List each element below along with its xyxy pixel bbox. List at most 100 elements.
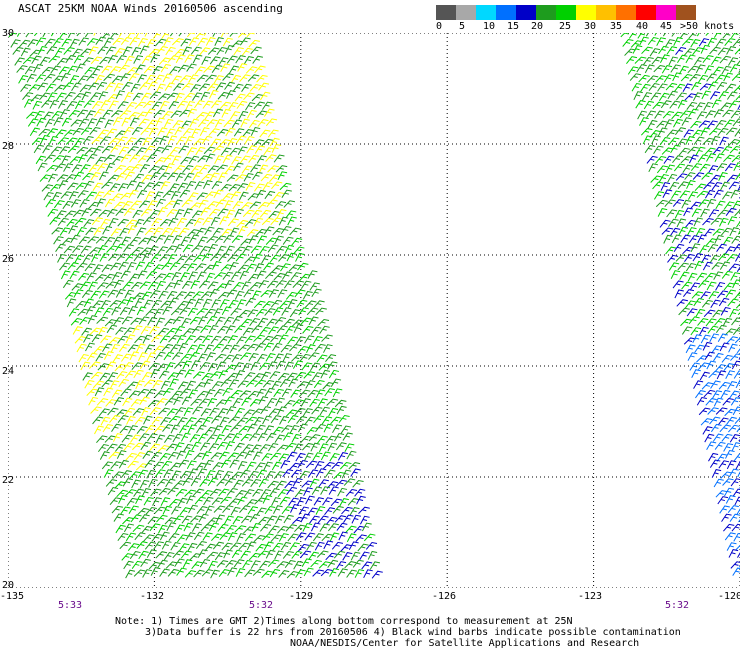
wind-barb bbox=[253, 300, 266, 309]
wind-barb bbox=[724, 487, 735, 497]
wind-barb bbox=[728, 263, 740, 272]
wind-barb bbox=[638, 74, 650, 83]
wind-barb bbox=[315, 506, 326, 515]
wind-barb bbox=[148, 127, 159, 137]
wind-barb bbox=[714, 318, 726, 326]
wind-barb bbox=[721, 433, 733, 442]
wind-barb bbox=[239, 74, 251, 82]
wind-barb bbox=[242, 444, 254, 453]
wind-barb bbox=[680, 73, 693, 82]
wind-barb bbox=[300, 317, 312, 325]
wind-speed-legend: 0 5 10 15 20 25 30 35 40 45 >50 knots bbox=[436, 5, 734, 32]
wind-barb bbox=[204, 308, 216, 317]
wind-barb bbox=[59, 33, 68, 39]
wind-barb bbox=[302, 325, 314, 334]
wind-barb bbox=[149, 326, 160, 335]
wind-barb bbox=[133, 569, 146, 577]
wind-barb bbox=[666, 209, 678, 218]
wind-barb bbox=[233, 479, 244, 488]
wind-barb bbox=[129, 351, 140, 361]
wind-barb bbox=[199, 246, 211, 255]
wind-barb bbox=[35, 155, 47, 165]
wind-barb bbox=[225, 209, 236, 219]
wind-barb bbox=[94, 425, 104, 435]
wind-barb bbox=[273, 154, 285, 163]
wind-barb bbox=[225, 364, 237, 372]
wind-barb bbox=[102, 343, 113, 352]
wind-barb bbox=[43, 73, 56, 82]
wind-barb bbox=[212, 462, 224, 471]
wind-barb bbox=[78, 236, 90, 245]
wind-barb bbox=[709, 46, 721, 55]
wind-barb bbox=[199, 164, 211, 173]
wind-barb bbox=[710, 299, 721, 309]
wind-barb bbox=[93, 264, 104, 273]
wind-barb bbox=[130, 317, 143, 325]
wind-barb bbox=[279, 379, 291, 388]
wind-barb bbox=[262, 182, 273, 191]
wind-barb bbox=[711, 262, 723, 270]
wind-barb bbox=[187, 542, 198, 552]
wind-barb bbox=[228, 183, 241, 192]
wind-barb bbox=[49, 217, 61, 225]
wind-barb bbox=[164, 82, 175, 91]
wind-barb bbox=[239, 469, 251, 478]
wind-barb bbox=[198, 433, 209, 443]
wind-barb bbox=[158, 290, 169, 300]
wind-barb bbox=[137, 155, 150, 163]
wind-barb bbox=[644, 144, 656, 154]
wind-barb bbox=[720, 389, 731, 399]
wind-barb bbox=[180, 236, 191, 246]
wind-barb bbox=[719, 505, 730, 514]
wind-barb bbox=[262, 300, 274, 309]
wind-barb bbox=[95, 236, 108, 244]
wind-barb bbox=[706, 441, 717, 450]
wind-barb bbox=[159, 568, 170, 577]
wind-barb bbox=[329, 452, 340, 462]
wind-barb bbox=[216, 245, 227, 255]
wind-barb bbox=[173, 396, 184, 406]
wind-barb bbox=[80, 127, 93, 135]
wind-barb bbox=[107, 289, 119, 298]
wind-barb bbox=[689, 201, 702, 210]
wind-barb bbox=[117, 218, 129, 227]
wind-barb bbox=[216, 560, 229, 568]
wind-barb bbox=[712, 66, 724, 75]
wind-barb bbox=[241, 478, 254, 487]
wind-barb bbox=[188, 74, 199, 83]
wind-barb bbox=[111, 75, 124, 84]
wind-barb bbox=[177, 100, 188, 109]
wind-barb bbox=[681, 199, 692, 209]
wind-barb bbox=[714, 234, 724, 244]
wind-barb bbox=[96, 282, 109, 290]
wind-barb bbox=[130, 399, 143, 407]
wind-barb bbox=[150, 369, 160, 378]
wind-barb bbox=[259, 129, 271, 138]
wind-barb bbox=[154, 74, 165, 84]
wind-barb bbox=[662, 110, 675, 119]
wind-barb bbox=[162, 73, 173, 83]
legend-swatch bbox=[556, 5, 576, 20]
wind-barb bbox=[256, 388, 267, 398]
wind-barb bbox=[31, 137, 44, 146]
wind-barb bbox=[77, 75, 89, 84]
wind-barb bbox=[153, 541, 164, 550]
wind-barb bbox=[191, 210, 203, 219]
wind-barb bbox=[274, 201, 287, 209]
wind-barb bbox=[176, 450, 186, 460]
wind-barb bbox=[172, 352, 184, 361]
wind-barb bbox=[211, 180, 223, 190]
wind-barb bbox=[270, 299, 283, 308]
wind-barb bbox=[55, 243, 66, 252]
wind-barb bbox=[213, 308, 223, 318]
wind-barb bbox=[732, 406, 740, 416]
wind-barb bbox=[165, 362, 176, 371]
wind-barb bbox=[30, 94, 43, 102]
wind-barb bbox=[730, 33, 739, 39]
wind-barb bbox=[115, 208, 127, 217]
wind-barb bbox=[641, 92, 652, 101]
wind-barb bbox=[122, 478, 133, 487]
wind-barb bbox=[289, 343, 301, 352]
wind-barb bbox=[676, 138, 688, 147]
wind-barb bbox=[147, 516, 159, 525]
